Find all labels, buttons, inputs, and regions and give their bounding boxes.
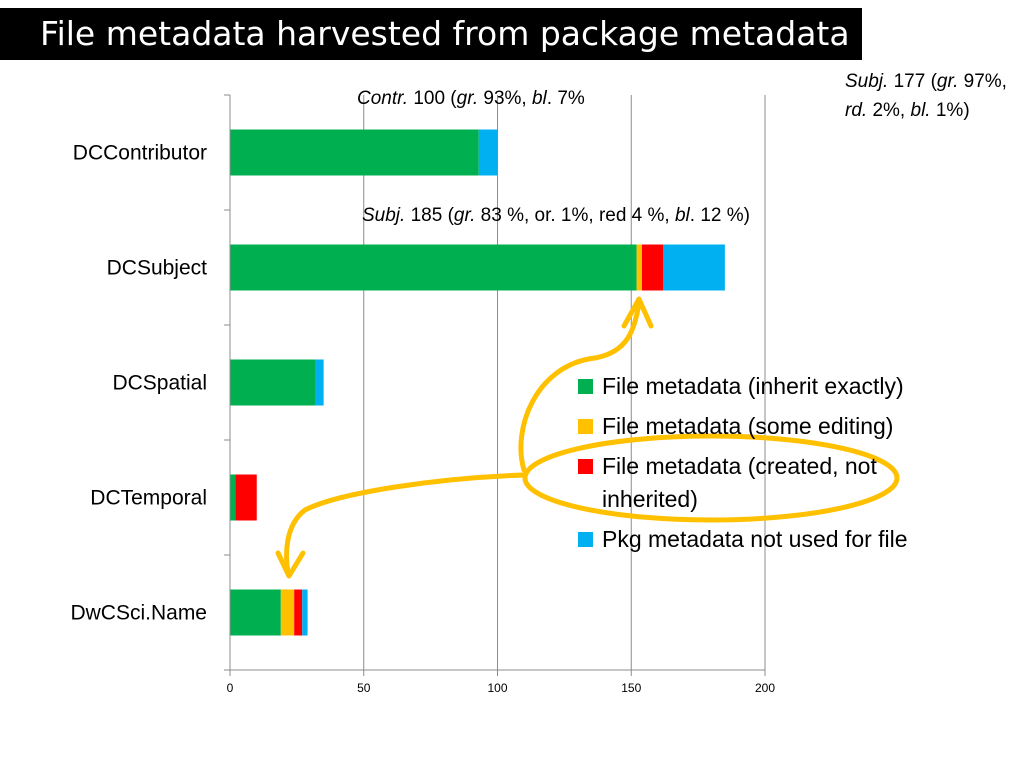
bar-segment bbox=[315, 359, 324, 406]
bar-segment bbox=[280, 589, 295, 636]
chart-legend: File metadata (inherit exactly) File meta… bbox=[576, 370, 926, 563]
y-tick-label: DCSpatial bbox=[112, 372, 207, 395]
legend-swatch bbox=[578, 419, 593, 434]
y-tick-label: DCTemporal bbox=[90, 487, 207, 510]
y-tick-label: DCContributor bbox=[73, 142, 207, 165]
legend-item: File metadata (created, not inherited) bbox=[576, 450, 926, 516]
bar-segment bbox=[230, 589, 281, 636]
legend-swatch bbox=[578, 532, 593, 547]
legend-item: Pkg metadata not used for file bbox=[576, 523, 926, 556]
x-tick-label: 150 bbox=[621, 681, 641, 695]
bar-segment bbox=[641, 244, 664, 291]
legend-label: File metadata (created, not inherited) bbox=[602, 453, 877, 512]
bar-segment bbox=[294, 589, 303, 636]
y-tick-label: DCSubject bbox=[107, 257, 208, 280]
bar-segment bbox=[230, 359, 316, 406]
title-bar: File metadata harvested from package met… bbox=[0, 8, 862, 60]
bar-segment bbox=[663, 244, 725, 291]
bar-segment bbox=[230, 244, 637, 291]
bar-segment bbox=[230, 474, 236, 521]
x-tick-label: 50 bbox=[357, 681, 371, 695]
legend-item: File metadata (inherit exactly) bbox=[576, 370, 926, 403]
legend-item: File metadata (some editing) bbox=[576, 410, 926, 443]
x-tick-label: 100 bbox=[487, 681, 507, 695]
legend-swatch bbox=[578, 459, 593, 474]
legend-swatch bbox=[578, 379, 593, 394]
bar-segment bbox=[302, 589, 308, 636]
legend-label: File metadata (some editing) bbox=[602, 413, 894, 439]
bar-segment bbox=[636, 244, 642, 291]
arrow-up-head bbox=[621, 296, 654, 329]
highlight-ellipse bbox=[522, 433, 900, 523]
x-tick-label: 0 bbox=[227, 681, 234, 695]
arrow-up-curve bbox=[518, 301, 642, 473]
chart-title: File metadata harvested from package met… bbox=[40, 14, 850, 53]
legend-label: File metadata (inherit exactly) bbox=[602, 373, 904, 399]
bar-segment bbox=[230, 129, 479, 176]
x-tick-label: 200 bbox=[755, 681, 775, 695]
legend-label: Pkg metadata not used for file bbox=[602, 526, 908, 552]
bar-segment bbox=[235, 474, 257, 521]
annotation-subj-185: Subj. 185 (gr. 83 %, or. 1%, red 4 %, bl… bbox=[362, 205, 750, 226]
arrow-down-head bbox=[275, 550, 306, 579]
bar-segment bbox=[478, 129, 498, 176]
annotation-subj-177: Subj. 177 (gr. 97%, rd. 2%, bl. 1%) bbox=[845, 71, 1007, 121]
annotation-contr-100: Contr. 100 (gr. 93%, bl. 7% bbox=[357, 88, 585, 109]
y-tick-label: DwCSci.Name bbox=[70, 602, 207, 625]
arrow-down-curve bbox=[284, 472, 527, 576]
